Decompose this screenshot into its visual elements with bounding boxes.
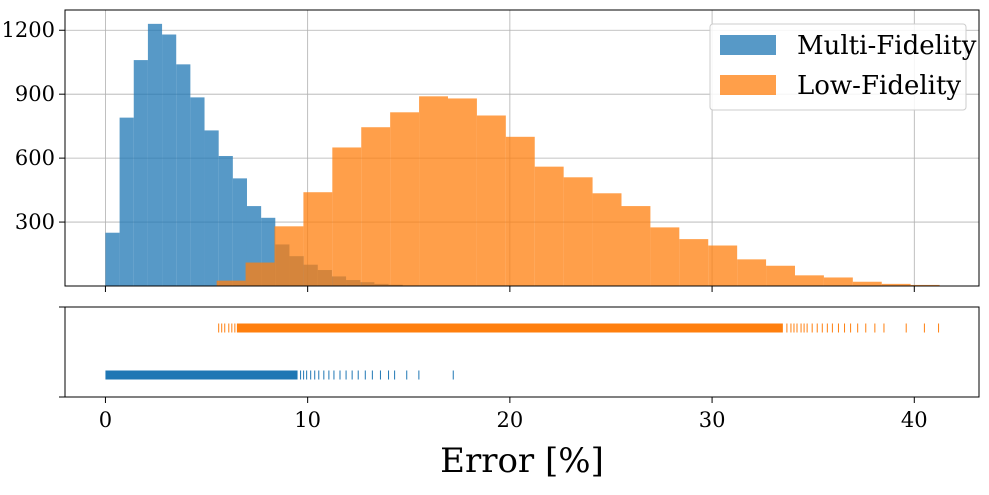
x-tick-label: 20 bbox=[497, 408, 524, 432]
histogram-bar bbox=[592, 193, 622, 286]
histogram-bar bbox=[419, 96, 448, 286]
histogram-bar bbox=[218, 155, 233, 286]
rug-dense-band bbox=[236, 323, 783, 333]
histogram-bar bbox=[361, 127, 391, 286]
y-tick-label: 900 bbox=[15, 82, 55, 106]
y-tick-label: 1200 bbox=[2, 18, 55, 42]
x-axis-label: Error [%] bbox=[440, 441, 604, 481]
top-series-low-fidelity bbox=[216, 96, 940, 287]
histogram-bar bbox=[216, 280, 246, 286]
histogram-bar bbox=[133, 60, 148, 286]
histogram-bar bbox=[766, 265, 795, 286]
bottom-series-multi-fidelity bbox=[105, 370, 454, 380]
x-tick-label: 10 bbox=[294, 408, 321, 432]
histogram-bar bbox=[332, 147, 362, 286]
y-tick-label: 300 bbox=[15, 210, 55, 234]
histogram-bar bbox=[274, 226, 304, 286]
histogram-bar bbox=[794, 275, 824, 286]
histogram-bar bbox=[881, 283, 911, 286]
histogram-bar bbox=[105, 232, 120, 286]
histogram-bar bbox=[910, 284, 940, 286]
top-plot-frame bbox=[64, 9, 980, 287]
bottom-series-low-fidelity bbox=[218, 323, 940, 333]
histogram-bar bbox=[737, 259, 767, 286]
x-tick-label: 0 bbox=[99, 408, 112, 432]
histogram-bar bbox=[119, 117, 134, 287]
histogram-bar bbox=[476, 115, 506, 286]
histogram-bar bbox=[303, 192, 333, 286]
bottom-axes: 0 10 20 30 40 bbox=[59, 306, 928, 432]
histogram-bar bbox=[621, 206, 651, 286]
bottom-plot-frame bbox=[64, 306, 980, 398]
x-tick-label: 40 bbox=[901, 408, 928, 432]
histogram-bar bbox=[176, 64, 191, 286]
histogram-bar bbox=[679, 239, 709, 286]
histogram-bar bbox=[505, 136, 535, 286]
histogram-bar bbox=[823, 277, 853, 286]
histogram-bar bbox=[162, 34, 177, 287]
histogram-bar bbox=[447, 98, 477, 286]
legend: Multi-Fidelity Low-Fidelity bbox=[709, 23, 977, 111]
legend-label-low-fidelity: Low-Fidelity bbox=[797, 71, 961, 101]
legend-swatch-multi-fidelity bbox=[720, 35, 776, 55]
histogram-bar bbox=[390, 112, 420, 287]
histogram-bar bbox=[852, 281, 882, 286]
histogram-bar bbox=[708, 245, 738, 286]
histogram-bar bbox=[650, 227, 680, 286]
histogram-bar bbox=[204, 130, 219, 286]
legend-swatch-low-fidelity bbox=[720, 75, 776, 95]
x-tick-label: 30 bbox=[699, 408, 726, 432]
rug-dense-band bbox=[105, 370, 298, 380]
histogram-bar bbox=[245, 262, 275, 286]
top-series-multi-fidelity bbox=[105, 23, 403, 287]
legend-label-multi-fidelity: Multi-Fidelity bbox=[797, 31, 977, 61]
histogram-bar bbox=[563, 177, 593, 286]
top-axes: 300 600 900 1200 bbox=[2, 18, 915, 292]
histogram-bar bbox=[232, 178, 247, 286]
histogram-bar bbox=[147, 23, 163, 287]
histogram-bar bbox=[190, 97, 205, 287]
y-tick-label: 600 bbox=[15, 146, 55, 170]
histogram-bar bbox=[534, 166, 564, 286]
